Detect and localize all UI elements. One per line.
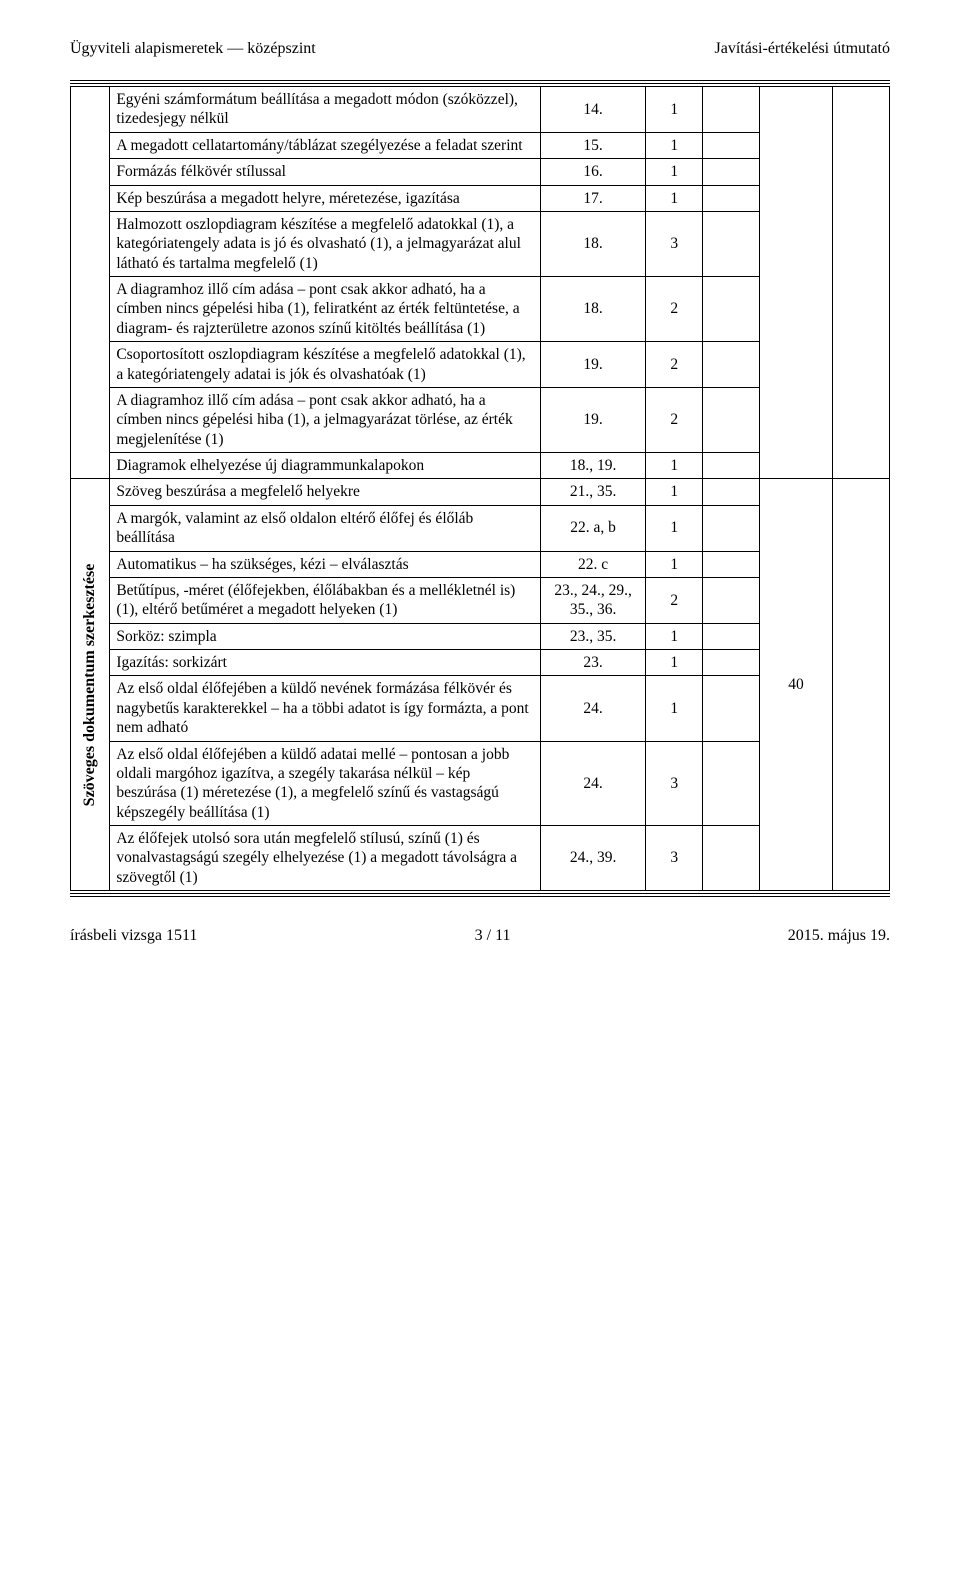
ref-cell: 22. c (540, 551, 646, 577)
blank-cell (703, 342, 760, 388)
desc-cell: Szöveg beszúrása a megfelelő helyekre (110, 479, 540, 505)
points-cell: 1 (646, 185, 703, 211)
desc-cell: Csoportosított oszlopdiagram készítése a… (110, 342, 540, 388)
desc-cell: A diagramhoz illő cím adása – pont csak … (110, 277, 540, 342)
points-cell: 3 (646, 826, 703, 891)
footer-left: írásbeli vizsga 1511 (70, 927, 197, 945)
section2-total-cell: 40 (759, 479, 833, 891)
blank-cell (703, 132, 760, 158)
points-cell: 1 (646, 551, 703, 577)
points-cell: 3 (646, 211, 703, 276)
desc-cell: Az első oldal élőfejében a küldő nevének… (110, 676, 540, 741)
points-cell: 1 (646, 159, 703, 185)
desc-cell: Sorköz: szimpla (110, 623, 540, 649)
section1-total-cell (759, 87, 833, 479)
ref-cell: 24., 39. (540, 826, 646, 891)
points-cell: 2 (646, 577, 703, 623)
blank-cell (703, 211, 760, 276)
page-footer: írásbeli vizsga 1511 3 / 11 2015. május … (70, 927, 890, 945)
ref-cell: 18., 19. (540, 453, 646, 479)
grading-table: Egyéni számformátum beállítása a megadot… (70, 86, 890, 891)
desc-cell: Formázás félkövér stílussal (110, 159, 540, 185)
blank-cell (703, 159, 760, 185)
blank-cell (703, 185, 760, 211)
blank-cell (703, 623, 760, 649)
points-cell: 3 (646, 741, 703, 826)
points-cell: 1 (646, 623, 703, 649)
desc-cell: Igazítás: sorkizárt (110, 650, 540, 676)
section1-blank-cell (833, 87, 890, 479)
desc-cell: Automatikus – ha szükséges, kézi – elvál… (110, 551, 540, 577)
header-left: Ügyviteli alapismeretek — középszint (70, 40, 316, 58)
ref-cell: 19. (540, 342, 646, 388)
desc-cell: Az élőfejek utolsó sora után megfelelő s… (110, 826, 540, 891)
table-wrapper: Egyéni számformátum beállítása a megadot… (70, 80, 890, 897)
ref-cell: 16. (540, 159, 646, 185)
blank-cell (703, 87, 760, 133)
desc-cell: Betűtípus, -méret (élőfejekben, élőlábak… (110, 577, 540, 623)
points-cell: 1 (646, 453, 703, 479)
section1-label-cell (71, 87, 110, 479)
ref-cell: 14. (540, 87, 646, 133)
blank-cell (703, 676, 760, 741)
ref-cell: 21., 35. (540, 479, 646, 505)
desc-cell: Kép beszúrása a megadott helyre, méretez… (110, 185, 540, 211)
ref-cell: 23., 35. (540, 623, 646, 649)
desc-cell: Az első oldal élőfejében a küldő adatai … (110, 741, 540, 826)
ref-cell: 19. (540, 387, 646, 452)
blank-cell (703, 453, 760, 479)
page-header: Ügyviteli alapismeretek — középszint Jav… (70, 40, 890, 58)
section2-label-cell: Szöveges dokumentum szerkesztése (71, 479, 110, 891)
blank-cell (703, 577, 760, 623)
desc-cell: Halmozott oszlopdiagram készítése a megf… (110, 211, 540, 276)
section2-rotated-label: Szöveges dokumentum szerkesztése (80, 563, 100, 806)
desc-cell: A megadott cellatartomány/táblázat szegé… (110, 132, 540, 158)
footer-right: 2015. május 19. (788, 927, 890, 945)
points-cell: 1 (646, 676, 703, 741)
points-cell: 1 (646, 505, 703, 551)
desc-cell: Diagramok elhelyezése új diagrammunkalap… (110, 453, 540, 479)
desc-cell: A margók, valamint az első oldalon eltér… (110, 505, 540, 551)
points-cell: 2 (646, 342, 703, 388)
desc-cell: Egyéni számformátum beállítása a megadot… (110, 87, 540, 133)
ref-cell: 23. (540, 650, 646, 676)
blank-cell (703, 505, 760, 551)
blank-cell (703, 387, 760, 452)
points-cell: 2 (646, 277, 703, 342)
points-cell: 1 (646, 87, 703, 133)
blank-cell (703, 650, 760, 676)
points-cell: 1 (646, 479, 703, 505)
table-row: Szöveges dokumentum szerkesztése Szöveg … (71, 479, 890, 505)
table-row: Egyéni számformátum beállítása a megadot… (71, 87, 890, 133)
blank-cell (703, 741, 760, 826)
ref-cell: 18. (540, 211, 646, 276)
blank-cell (703, 479, 760, 505)
ref-cell: 24. (540, 676, 646, 741)
ref-cell: 24. (540, 741, 646, 826)
ref-cell: 18. (540, 277, 646, 342)
desc-cell: A diagramhoz illő cím adása – pont csak … (110, 387, 540, 452)
points-cell: 1 (646, 650, 703, 676)
points-cell: 2 (646, 387, 703, 452)
footer-center: 3 / 11 (475, 927, 511, 945)
blank-cell (703, 826, 760, 891)
points-cell: 1 (646, 132, 703, 158)
ref-cell: 15. (540, 132, 646, 158)
ref-cell: 22. a, b (540, 505, 646, 551)
blank-cell (703, 551, 760, 577)
section2-blank-cell (833, 479, 890, 891)
ref-cell: 23., 24., 29., 35., 36. (540, 577, 646, 623)
blank-cell (703, 277, 760, 342)
header-right: Javítási-értékelési útmutató (715, 40, 891, 58)
ref-cell: 17. (540, 185, 646, 211)
